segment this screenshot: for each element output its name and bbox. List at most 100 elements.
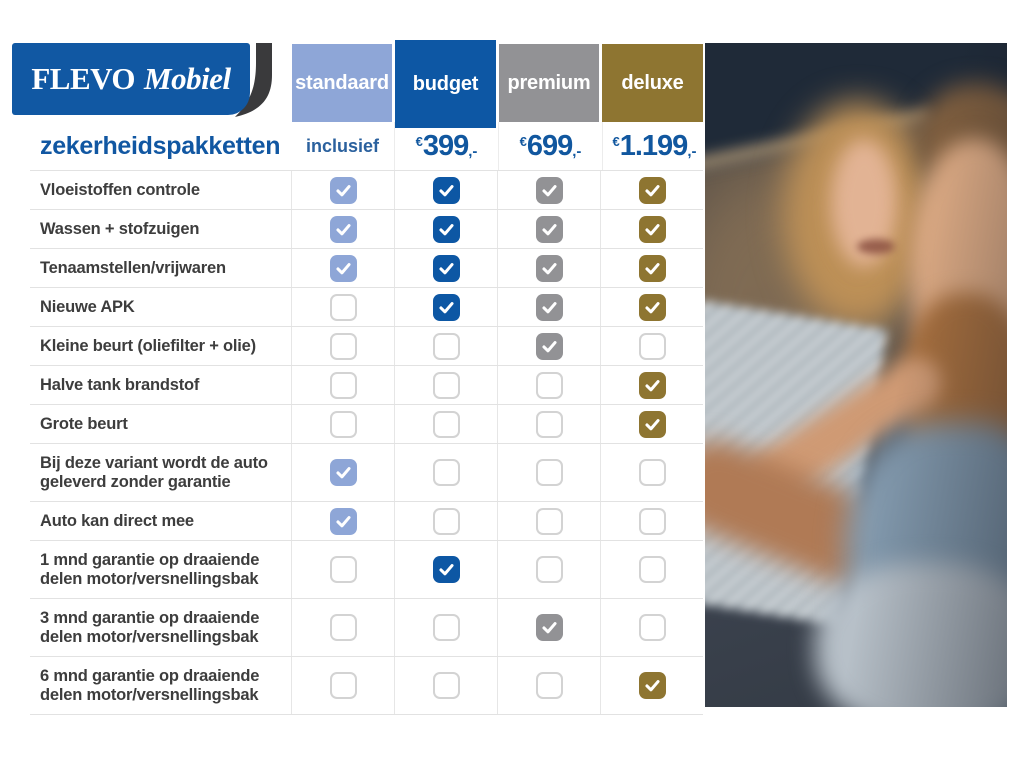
check-icon <box>438 262 454 274</box>
unchecked-checkbox-standaard[interactable] <box>329 332 357 360</box>
table-cell-budget <box>394 249 497 287</box>
checked-checkbox-deluxe[interactable] <box>638 176 666 204</box>
unchecked-checkbox-standaard[interactable] <box>329 410 357 438</box>
table-cell-premium <box>497 599 600 656</box>
unchecked-checkbox-budget[interactable] <box>432 332 460 360</box>
check-icon <box>541 301 557 313</box>
column-header-budget: budget <box>395 40 496 128</box>
unchecked-checkbox-premium[interactable] <box>535 556 563 583</box>
table-row: Auto kan direct mee <box>30 502 703 541</box>
table-cell-budget <box>394 444 497 501</box>
table-row: Wassen + stofzuigen <box>30 210 703 249</box>
table-cell-premium <box>497 327 600 365</box>
brand-swoosh-shape <box>235 43 272 117</box>
check-icon <box>335 184 351 196</box>
row-label: Tenaamstellen/vrijwaren <box>40 258 226 277</box>
unchecked-checkbox-standaard[interactable] <box>329 556 357 583</box>
unchecked-checkbox-premium[interactable] <box>535 507 563 535</box>
checked-checkbox-standaard[interactable] <box>329 254 357 282</box>
checked-checkbox-premium[interactable] <box>535 293 563 321</box>
price-amount: 1.199 <box>619 129 689 162</box>
unchecked-checkbox-deluxe[interactable] <box>638 332 666 360</box>
unchecked-checkbox-budget[interactable] <box>432 672 460 699</box>
table-cell-premium <box>497 541 600 598</box>
price-suffix: ,- <box>687 142 697 160</box>
table-cell-budget <box>394 405 497 443</box>
price-amount: 399 <box>422 129 469 162</box>
unchecked-checkbox-premium[interactable] <box>535 459 563 486</box>
table-cell-standaard <box>291 444 394 501</box>
checked-checkbox-deluxe[interactable] <box>638 371 666 399</box>
table-row: Bij deze variant wordt de auto geleverd … <box>30 444 703 502</box>
unchecked-checkbox-standaard[interactable] <box>329 614 357 641</box>
table-cell-standaard <box>291 288 394 326</box>
check-icon <box>541 340 557 352</box>
table-cell-deluxe <box>600 405 703 443</box>
table-cell-standaard <box>291 171 394 209</box>
row-label: Halve tank brandstof <box>40 375 200 394</box>
table-cell-standaard <box>291 210 394 248</box>
checked-checkbox-premium[interactable] <box>535 254 563 282</box>
checked-checkbox-budget[interactable] <box>432 176 460 204</box>
unchecked-checkbox-standaard[interactable] <box>329 293 357 321</box>
check-icon <box>644 301 660 313</box>
unchecked-checkbox-standaard[interactable] <box>329 371 357 399</box>
checked-checkbox-deluxe[interactable] <box>638 254 666 282</box>
checked-checkbox-budget[interactable] <box>432 556 460 583</box>
checked-checkbox-deluxe[interactable] <box>638 215 666 243</box>
unchecked-checkbox-premium[interactable] <box>535 672 563 699</box>
unchecked-checkbox-budget[interactable] <box>432 410 460 438</box>
photo-sleeve-shape <box>815 563 1007 707</box>
table-row: Kleine beurt (oliefilter + olie) <box>30 327 703 366</box>
photo-woman-smile-shape <box>857 239 895 254</box>
checked-checkbox-premium[interactable] <box>535 332 563 360</box>
checked-checkbox-premium[interactable] <box>535 176 563 204</box>
unchecked-checkbox-budget[interactable] <box>432 459 460 486</box>
unchecked-checkbox-budget[interactable] <box>432 507 460 535</box>
checked-checkbox-budget[interactable] <box>432 215 460 243</box>
unchecked-checkbox-budget[interactable] <box>432 371 460 399</box>
unchecked-checkbox-budget[interactable] <box>432 614 460 641</box>
table-cell-standaard <box>291 657 394 714</box>
checked-checkbox-premium[interactable] <box>535 215 563 243</box>
column-header-deluxe: deluxe <box>602 44 703 122</box>
checked-checkbox-standaard[interactable] <box>329 459 357 486</box>
unchecked-checkbox-standaard[interactable] <box>329 672 357 699</box>
table-cell-deluxe <box>600 366 703 404</box>
unchecked-checkbox-deluxe[interactable] <box>638 459 666 486</box>
price-text-inclusief: inclusief <box>305 135 380 156</box>
unchecked-checkbox-deluxe[interactable] <box>638 507 666 535</box>
unchecked-checkbox-deluxe[interactable] <box>638 556 666 583</box>
row-label: Grote beurt <box>40 414 128 433</box>
price-row: inclusief €399 ,- €699 ,- €1.199 ,- <box>291 122 706 170</box>
table-cell-deluxe <box>600 599 703 656</box>
checked-checkbox-budget[interactable] <box>432 293 460 321</box>
row-label: Auto kan direct mee <box>40 511 194 530</box>
table-row: 1 mnd garantie op draaiende delen motor/… <box>30 541 703 599</box>
table-cell-premium <box>497 249 600 287</box>
checked-checkbox-deluxe[interactable] <box>638 410 666 438</box>
euro-sign: € <box>415 133 423 149</box>
checked-checkbox-standaard[interactable] <box>329 176 357 204</box>
table-cell-budget <box>394 502 497 540</box>
checked-checkbox-deluxe[interactable] <box>638 293 666 321</box>
check-icon <box>335 515 351 527</box>
table-cell-budget <box>394 327 497 365</box>
checked-checkbox-standaard[interactable] <box>329 507 357 535</box>
euro-sign: € <box>612 133 620 149</box>
brand-text: FLEVO Mobiel <box>31 61 231 97</box>
checked-checkbox-premium[interactable] <box>535 614 563 641</box>
checked-checkbox-standaard[interactable] <box>329 215 357 243</box>
table-cell-standaard <box>291 599 394 656</box>
table-cell-standaard <box>291 366 394 404</box>
unchecked-checkbox-premium[interactable] <box>535 371 563 399</box>
check-icon <box>644 184 660 196</box>
checked-checkbox-budget[interactable] <box>432 254 460 282</box>
checked-checkbox-deluxe[interactable] <box>638 672 666 699</box>
unchecked-checkbox-premium[interactable] <box>535 410 563 438</box>
table-row: Grote beurt <box>30 405 703 444</box>
unchecked-checkbox-deluxe[interactable] <box>638 614 666 641</box>
table-cell-premium <box>497 210 600 248</box>
check-icon <box>438 301 454 313</box>
check-icon <box>541 262 557 274</box>
